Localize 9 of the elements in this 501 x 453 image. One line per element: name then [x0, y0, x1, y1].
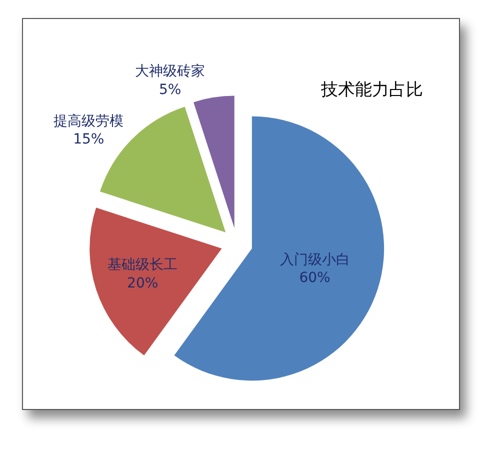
data-label: 15%: [73, 132, 104, 148]
slice-label: 入门级小白: [280, 252, 350, 268]
slice-label: 大神级砖家: [135, 64, 206, 80]
slice-label: 提高级劳模: [54, 113, 124, 130]
data-label: 20%: [127, 275, 158, 292]
text: 技术能力占比: [320, 80, 423, 100]
slice-label: 基础级长工: [108, 257, 178, 274]
data-label: 60%: [299, 270, 330, 286]
data-label: 5%: [159, 82, 182, 98]
